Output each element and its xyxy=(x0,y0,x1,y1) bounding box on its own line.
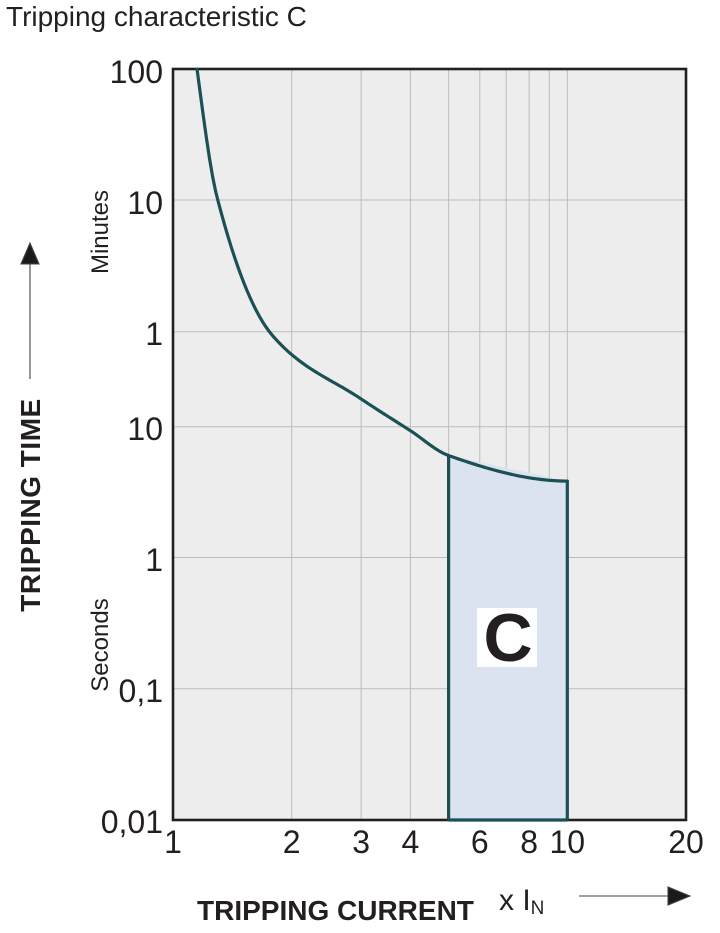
svg-text:6: 6 xyxy=(471,824,489,860)
svg-text:10: 10 xyxy=(127,411,163,447)
svg-text:1: 1 xyxy=(145,316,163,352)
svg-text:3: 3 xyxy=(352,824,370,860)
svg-text:1: 1 xyxy=(164,824,182,860)
svg-text:20: 20 xyxy=(668,824,704,860)
svg-text:0,01: 0,01 xyxy=(101,804,163,840)
svg-text:4: 4 xyxy=(402,824,420,860)
svg-text:TRIPPING CURRENT: TRIPPING CURRENT xyxy=(197,895,474,926)
svg-text:0,1: 0,1 xyxy=(119,673,163,709)
svg-text:C: C xyxy=(483,600,532,676)
svg-text:10: 10 xyxy=(550,824,586,860)
svg-text:TRIPPING TIME: TRIPPING TIME xyxy=(15,398,46,611)
svg-text:Seconds: Seconds xyxy=(87,598,114,691)
svg-text:10: 10 xyxy=(127,185,163,221)
svg-text:x IN: x IN xyxy=(499,884,544,919)
svg-text:1: 1 xyxy=(145,542,163,578)
svg-text:8: 8 xyxy=(520,824,538,860)
svg-text:Minutes: Minutes xyxy=(87,190,114,274)
svg-text:100: 100 xyxy=(110,54,163,90)
svg-text:2: 2 xyxy=(283,824,301,860)
